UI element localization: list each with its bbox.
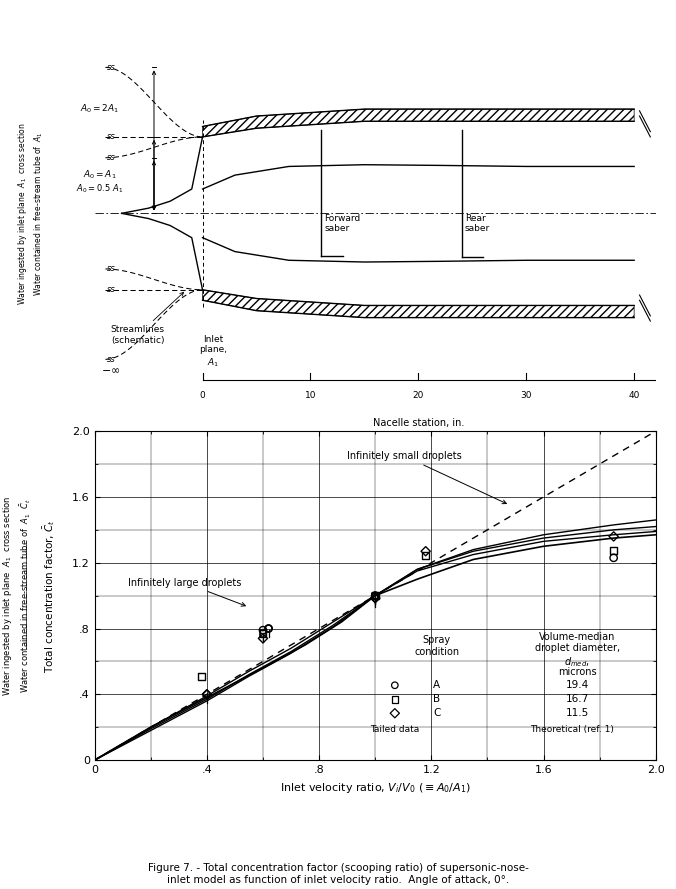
Text: Water ingested by inlet plane  $A_1$  cross section
Water contained in free-stre: Water ingested by inlet plane $A_1$ cros…: [1, 495, 33, 696]
Text: Rear
saber: Rear saber: [464, 214, 490, 234]
Polygon shape: [203, 109, 634, 137]
Text: ─────────────────────────────────: ─────────────────────────────────: [26, 542, 31, 649]
Text: 0: 0: [199, 390, 206, 399]
Point: [608, 529, 619, 543]
Text: 11.5: 11.5: [566, 709, 589, 718]
Point: [258, 631, 268, 645]
Point: [201, 687, 212, 701]
Text: Infinitely large droplets: Infinitely large droplets: [128, 578, 245, 606]
Point: [370, 589, 381, 603]
Point: [608, 550, 619, 565]
Text: microns: microns: [558, 667, 596, 677]
Point: [389, 706, 400, 720]
Text: Nacelle station, in.: Nacelle station, in.: [372, 419, 464, 428]
Point: [258, 627, 268, 641]
Text: ss: ss: [106, 132, 115, 141]
Text: 10: 10: [305, 390, 316, 399]
Point: [370, 589, 381, 603]
Text: $A_0 = A_1$: $A_0 = A_1$: [83, 169, 117, 181]
Text: Streamlines
(schematic): Streamlines (schematic): [111, 292, 184, 345]
Text: ss: ss: [106, 285, 115, 294]
Text: $A_0 = 0.5\ A_1$: $A_0 = 0.5\ A_1$: [76, 183, 124, 196]
Point: [263, 621, 274, 636]
Text: Inlet
plane,
$A_1$: Inlet plane, $A_1$: [199, 335, 227, 369]
Text: 30: 30: [521, 390, 532, 399]
Point: [370, 591, 381, 605]
Text: ss: ss: [106, 264, 115, 274]
Point: [201, 687, 212, 701]
Point: [263, 621, 274, 636]
Point: [608, 543, 619, 557]
Text: ss: ss: [106, 63, 115, 72]
Text: C: C: [433, 709, 441, 718]
Polygon shape: [203, 290, 634, 317]
Text: Figure 7. - Total concentration factor (scooping ratio) of supersonic-nose-
inle: Figure 7. - Total concentration factor (…: [147, 863, 529, 885]
Text: Volume-median
droplet diameter,: Volume-median droplet diameter,: [535, 632, 620, 653]
Text: $-\infty$: $-\infty$: [101, 364, 120, 375]
Text: Water ingested by inlet plane  $A_1$  cross section
Water contained in free-stre: Water ingested by inlet plane $A_1$ cros…: [16, 122, 45, 305]
Point: [258, 627, 268, 641]
Text: 20: 20: [412, 390, 424, 399]
Text: 16.7: 16.7: [566, 694, 589, 704]
Text: ss: ss: [106, 355, 115, 364]
Text: A: A: [433, 680, 441, 690]
X-axis label: Inlet velocity ratio, $V_i/V_0$ ($\equiv A_0/A_1$): Inlet velocity ratio, $V_i/V_0$ ($\equiv…: [280, 781, 470, 795]
Point: [420, 544, 431, 558]
Text: 40: 40: [629, 390, 639, 399]
Point: [258, 623, 268, 637]
Text: Infinitely small droplets: Infinitely small droplets: [347, 451, 506, 504]
Text: $A_0 = 2A_1$: $A_0 = 2A_1$: [80, 103, 120, 116]
Point: [420, 549, 431, 563]
Point: [389, 693, 400, 707]
Text: Spray
condition: Spray condition: [414, 635, 460, 657]
Point: [370, 589, 381, 603]
Text: Theoretical (ref. 1): Theoretical (ref. 1): [529, 725, 614, 734]
Text: Total concentration factor, $\bar{C}_t$: Total concentration factor, $\bar{C}_t$: [41, 518, 57, 673]
Text: B: B: [433, 694, 441, 704]
Point: [196, 669, 207, 684]
Text: ss: ss: [106, 153, 115, 163]
Point: [370, 589, 381, 603]
Text: $d_{med}$,: $d_{med}$,: [564, 656, 590, 669]
Text: 19.4: 19.4: [566, 680, 589, 690]
Text: Forward
saber: Forward saber: [324, 214, 361, 234]
Point: [389, 678, 400, 693]
Text: Tailed data: Tailed data: [370, 725, 419, 734]
Point: [370, 591, 381, 605]
